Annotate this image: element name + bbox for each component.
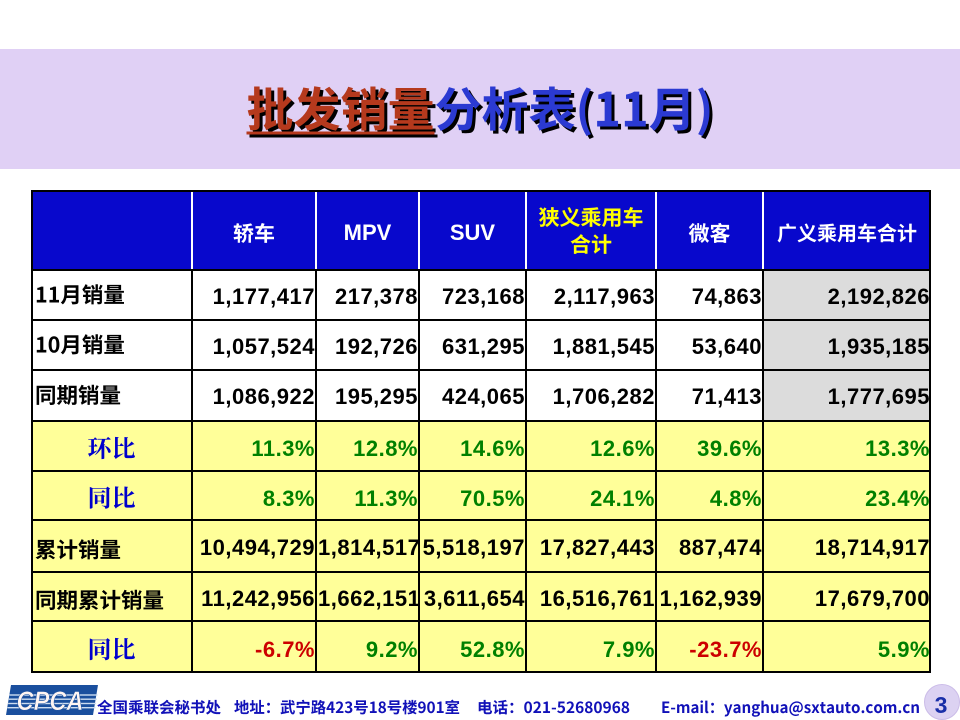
svg-text:CPCA: CPCA bbox=[17, 686, 84, 716]
